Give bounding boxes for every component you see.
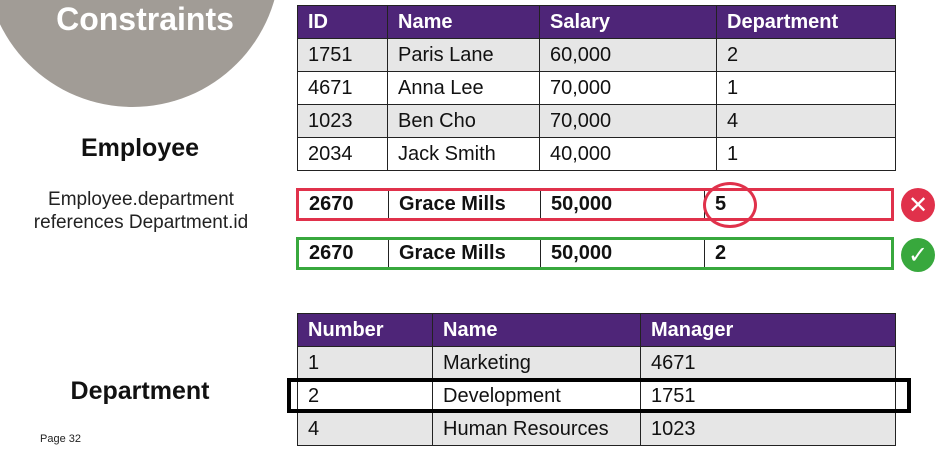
table-cell: 1751	[640, 379, 896, 413]
column-header: Salary	[539, 5, 717, 39]
table-cell: 50,000	[541, 240, 705, 267]
table-cell: Paris Lane	[387, 38, 540, 72]
invalid-value-circle	[703, 182, 757, 228]
table-cell: 70,000	[539, 104, 717, 138]
table-cell: Anna Lee	[387, 71, 540, 105]
column-header: Manager	[640, 313, 896, 347]
table-row: 2 Development 1751	[297, 379, 896, 413]
table-cell: 2	[715, 242, 727, 264]
table-cell: 1751	[297, 38, 388, 72]
table-row: 2034 Jack Smith 40,000 1	[297, 137, 896, 171]
valid-insert-row: 2670 Grace Mills 50,000 2	[296, 237, 894, 270]
table-row: 1023 Ben Cho 70,000 4	[297, 104, 896, 138]
table-cell: 40,000	[539, 137, 717, 171]
invalid-insert-row: 2670 Grace Mills 50,000 5	[296, 188, 894, 221]
table-cell: 4671	[640, 346, 896, 380]
table-cell: 4	[297, 412, 433, 446]
table-cell: Grace Mills	[389, 191, 541, 218]
table-row: 1 Marketing 4671	[297, 346, 896, 380]
fk-note-line-2: references Department.id	[33, 212, 249, 233]
column-header: Name	[387, 5, 540, 39]
table-cell: 60,000	[539, 38, 717, 72]
table-cell: 1023	[297, 104, 388, 138]
employee-table-header: ID Name Salary Department	[297, 5, 896, 39]
slide-title: Constraints	[56, 1, 234, 37]
table-cell: Jack Smith	[387, 137, 540, 171]
department-table-header: Number Name Manager	[297, 313, 896, 347]
table-cell: Grace Mills	[389, 240, 541, 267]
column-header: Department	[716, 5, 896, 39]
table-cell: 2670	[299, 191, 389, 218]
table-cell: 1	[716, 137, 896, 171]
column-header: ID	[297, 5, 388, 39]
table-cell: 1	[297, 346, 433, 380]
table-row: 1751 Paris Lane 60,000 2	[297, 38, 896, 72]
foreign-key-note: Employee.department references Departmen…	[10, 188, 272, 234]
table-cell: 1023	[640, 412, 896, 446]
table-cell: Ben Cho	[387, 104, 540, 138]
column-header: Name	[432, 313, 641, 347]
table-cell: Development	[432, 379, 641, 413]
table-row: 4671 Anna Lee 70,000 1	[297, 71, 896, 105]
column-header: Number	[297, 313, 433, 347]
table-cell: 50,000	[541, 191, 705, 218]
table-cell: 2	[297, 379, 433, 413]
table-row: 4 Human Resources 1023	[297, 412, 896, 446]
table-cell: 2034	[297, 137, 388, 171]
check-circle-icon: ✓	[901, 238, 935, 272]
table-cell: Human Resources	[432, 412, 641, 446]
table-cell: 2	[716, 38, 896, 72]
fk-note-line-1: Employee.department	[48, 189, 234, 210]
page-number: Page 32	[40, 433, 81, 445]
department-label: Department	[70, 377, 210, 405]
department-table: Number Name Manager 1 Marketing 4671 2 D…	[297, 313, 896, 446]
table-cell: 2670	[299, 240, 389, 267]
table-cell: 1	[716, 71, 896, 105]
employee-label: Employee	[80, 134, 200, 162]
table-cell: 70,000	[539, 71, 717, 105]
table-cell: 4	[716, 104, 896, 138]
table-cell: Marketing	[432, 346, 641, 380]
table-cell: 4671	[297, 71, 388, 105]
employee-table: ID Name Salary Department 1751 Paris Lan…	[297, 5, 896, 171]
x-circle-icon: ✕	[901, 188, 935, 222]
